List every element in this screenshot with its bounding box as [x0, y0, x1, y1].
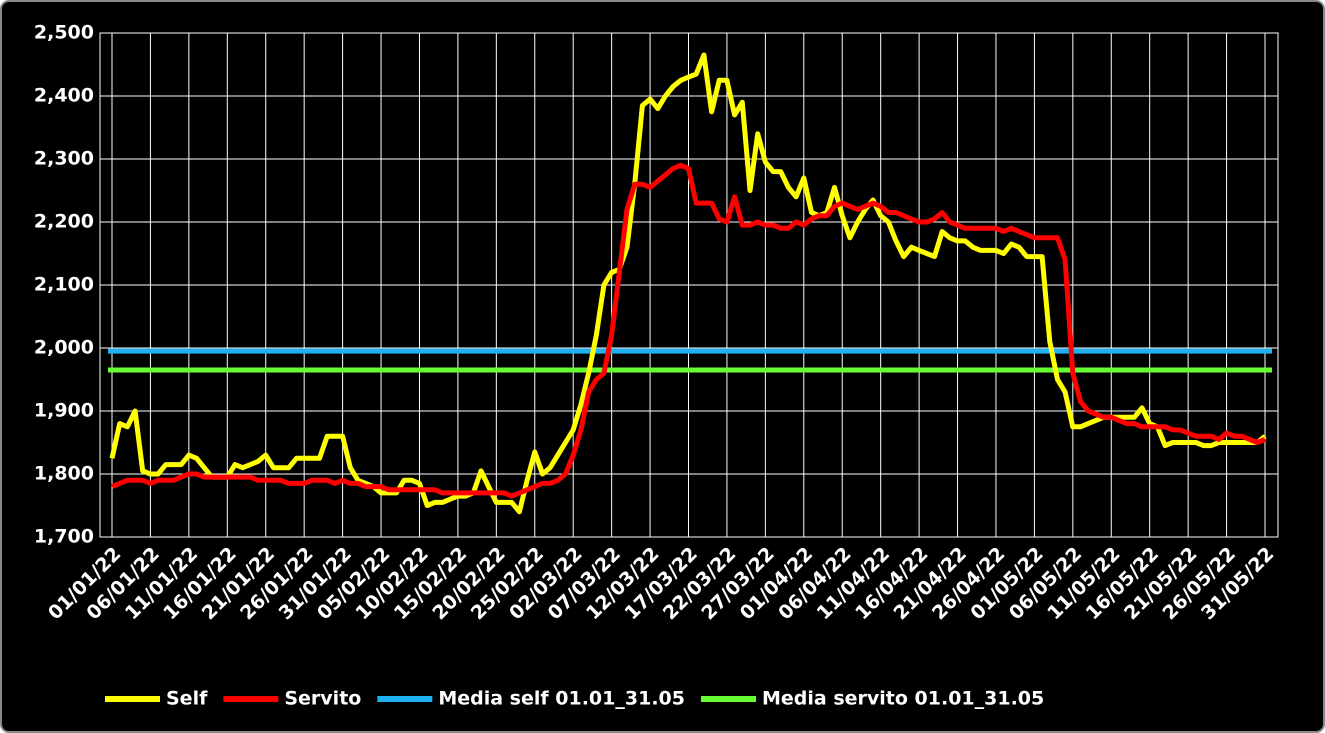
- y-tick-label: 2,400: [34, 85, 94, 107]
- legend-label: Media servito 01.01_31.05: [762, 688, 1044, 710]
- legend-label: Media self 01.01_31.05: [438, 688, 685, 710]
- y-tick-label: 2,200: [34, 211, 94, 233]
- series-line: [109, 52, 1267, 515]
- series-line: [111, 162, 1266, 499]
- y-tick-label: 1,700: [34, 526, 94, 548]
- y-tick-label: 2,100: [34, 274, 94, 296]
- y-tick-label: 2,500: [34, 22, 94, 44]
- y-tick-label: 1,900: [34, 400, 94, 422]
- legend-label: Self: [166, 688, 208, 710]
- y-tick-label: 2,000: [34, 337, 94, 359]
- legend-label: Servito: [284, 688, 361, 710]
- y-tick-label: 1,800: [34, 463, 94, 485]
- y-tick-label: 2,300: [34, 148, 94, 170]
